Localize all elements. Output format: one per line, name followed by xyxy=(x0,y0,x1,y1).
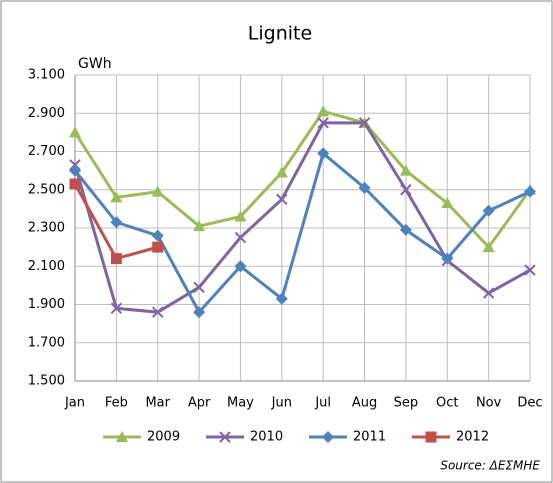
data-point xyxy=(151,185,164,197)
x-tick-label: Nov xyxy=(476,396,502,411)
y-tick-label: 1.900 xyxy=(28,297,65,312)
data-point xyxy=(441,252,454,265)
data-point xyxy=(110,191,123,203)
legend-label: 2010 xyxy=(250,430,283,445)
data-point xyxy=(524,264,536,276)
data-point xyxy=(400,184,412,196)
data-point xyxy=(151,229,164,242)
data-point xyxy=(110,216,123,229)
data-point xyxy=(193,220,206,232)
y-tick-label: 1.700 xyxy=(28,335,65,350)
x-tick-label: Oct xyxy=(436,396,458,411)
x-tick-label: Sep xyxy=(394,396,419,411)
data-point xyxy=(69,178,81,190)
data-point xyxy=(441,197,454,209)
data-point xyxy=(482,241,495,253)
data-point xyxy=(524,185,536,198)
data-point xyxy=(110,302,123,315)
x-tick-label: Jun xyxy=(271,396,292,411)
source-note: Source: ΔΕΣΜΗΕ xyxy=(440,459,540,473)
legend-label: 2011 xyxy=(353,430,386,445)
data-point xyxy=(317,147,330,160)
data-point xyxy=(234,231,247,244)
y-axis-label: GWh xyxy=(78,56,112,72)
y-tick-label: 3.100 xyxy=(28,68,65,83)
legend-marker xyxy=(322,431,334,443)
legend-label: 2012 xyxy=(456,430,489,445)
chart-title: Lignite xyxy=(248,23,312,45)
series-line xyxy=(73,121,531,314)
data-point xyxy=(110,253,122,265)
y-tick-label: 2.900 xyxy=(28,106,65,121)
data-point xyxy=(193,281,205,293)
x-tick-label: May xyxy=(227,396,254,411)
x-tick-label: Jan xyxy=(64,396,85,411)
data-point xyxy=(234,210,247,222)
series-line xyxy=(73,150,531,315)
data-point xyxy=(317,105,330,117)
x-tick-label: Aug xyxy=(352,396,377,411)
data-point xyxy=(69,164,81,177)
y-tick-label: 2.500 xyxy=(28,182,65,197)
data-point xyxy=(276,193,288,206)
data-point xyxy=(275,166,288,178)
data-point xyxy=(358,181,371,194)
y-tick-label: 1.500 xyxy=(28,374,65,389)
data-point xyxy=(399,164,412,176)
data-point xyxy=(152,241,164,253)
data-point xyxy=(234,260,247,273)
y-tick-label: 2.700 xyxy=(28,144,65,159)
data-point xyxy=(358,117,371,129)
x-tick-label: Jul xyxy=(314,396,331,411)
data-point xyxy=(193,306,206,319)
x-tick-label: Dec xyxy=(517,396,542,411)
data-point xyxy=(317,117,329,129)
legend-marker xyxy=(219,431,231,443)
data-point xyxy=(482,204,495,217)
legend-label: 2009 xyxy=(147,430,180,445)
x-tick-label: Apr xyxy=(188,396,211,411)
series-line xyxy=(73,109,532,250)
data-point xyxy=(152,306,164,318)
y-tick-label: 2.100 xyxy=(28,259,65,274)
data-point xyxy=(275,292,288,305)
y-tick-label: 2.300 xyxy=(28,221,65,236)
x-tick-label: Feb xyxy=(105,396,128,411)
x-tick-label: Mar xyxy=(145,396,170,411)
data-point xyxy=(482,287,495,299)
data-point xyxy=(399,223,412,236)
data-point xyxy=(69,126,81,138)
legend-marker xyxy=(425,431,437,443)
legend-marker xyxy=(116,431,128,442)
